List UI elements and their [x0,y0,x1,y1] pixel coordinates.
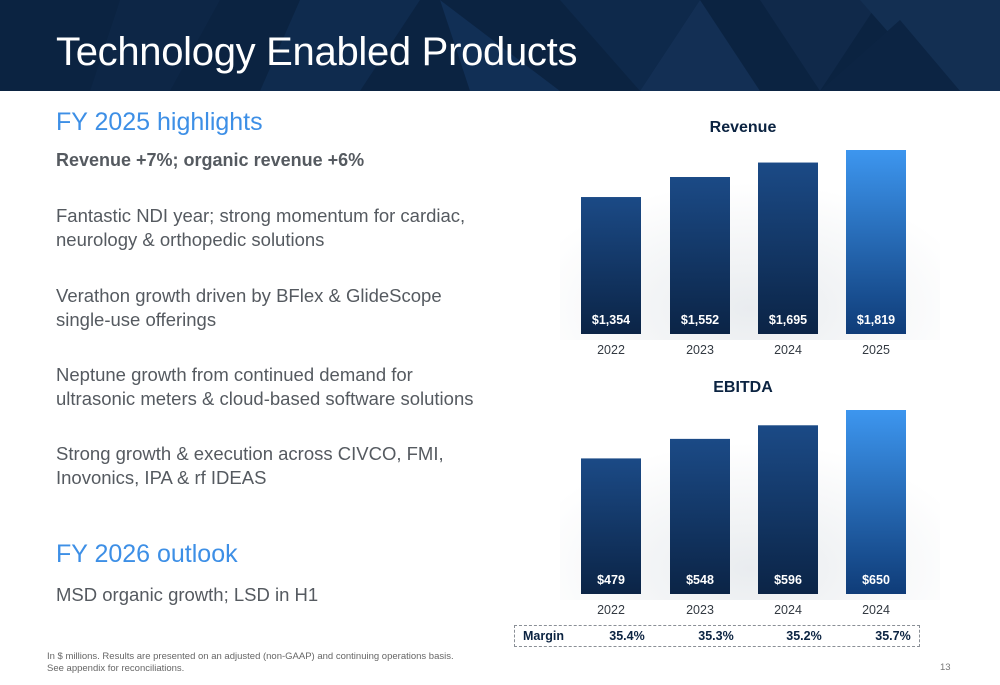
x-tick-label: 2025 [862,343,890,357]
ebitda-chart: EBITDA $479 2022 $548 2023 $596 2024 $650 2024 [560,379,940,617]
chart-title: Revenue [710,119,777,136]
margin-label: Margin [523,629,564,643]
margin-value: 35.4% [609,629,645,643]
outlook-text: MSD organic growth; LSD in H1 [56,584,319,605]
bar-2024 [846,410,906,594]
outlook-heading: FY 2026 outlook [56,540,238,568]
margin-row: Margin 35.4% 35.3% 35.2% 35.7% [514,625,920,647]
banner-pattern [90,0,1000,91]
bar-2022 [581,197,641,334]
bar-2023 [670,438,730,594]
title-banner: Technology Enabled Products [0,0,1000,91]
x-tick-label: 2024 [862,603,890,617]
x-tick-label: 2024 [774,603,802,617]
footnote-line: In $ millions. Results are presented on … [47,651,454,662]
revenue-chart: Revenue $1,354 2022 $1,552 2023 $1,695 2024 $1,… [560,119,940,357]
bar-2022 [581,458,641,594]
x-tick-label: 2024 [774,343,802,357]
bar-2025 [846,150,906,334]
x-tick-label: 2023 [686,603,714,617]
bar-2023 [670,177,730,334]
bar-2024 [758,162,818,334]
bar-value-label: $479 [597,573,625,587]
bar-value-label: $548 [686,573,714,587]
highlights-heading: FY 2025 highlights [56,108,263,136]
x-tick-label: 2022 [597,343,625,357]
x-tick-label: 2022 [597,603,625,617]
page-number: 13 [940,662,951,673]
bar-value-label: $596 [774,573,802,587]
bar-value-label: $650 [862,573,890,587]
footnote-line: See appendix for reconciliations. [47,663,185,674]
chart-title: EBITDA [713,379,773,396]
bar-2024 [758,425,818,594]
margin-value: 35.2% [786,629,822,643]
highlight-item: Strong growth & execution across CIVCO, … [56,443,444,488]
footnote: In $ millions. Results are presented on … [47,651,454,675]
margin-value: 35.3% [698,629,734,643]
highlight-item: Fantastic NDI year; strong momentum for … [56,205,466,250]
margin-value: 35.7% [875,629,911,643]
bar-value-label: $1,354 [592,313,630,327]
page-title: Technology Enabled Products [56,30,578,74]
highlight-item: Verathon growth driven by BFlex & GlideS… [56,285,442,330]
bar-value-label: $1,819 [857,313,895,327]
highlight-item: Neptune growth from continued demand for… [56,364,474,409]
bar-value-label: $1,552 [681,313,719,327]
x-tick-label: 2023 [686,343,714,357]
highlights-lead: Revenue +7%; organic revenue +6% [56,150,365,170]
bar-value-label: $1,695 [769,313,807,327]
